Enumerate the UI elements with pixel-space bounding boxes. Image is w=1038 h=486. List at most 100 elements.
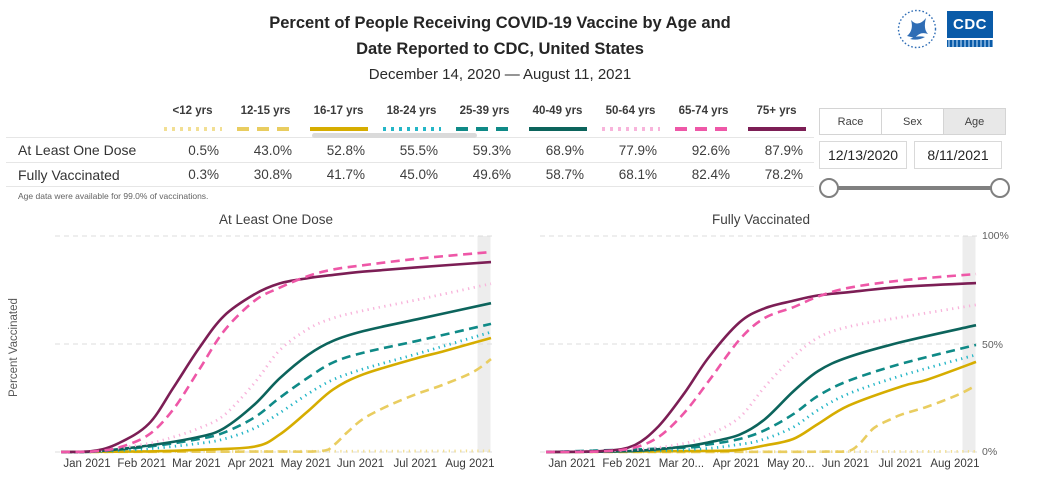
demographic-tabs: Race Sex Age xyxy=(819,108,1006,135)
tab-age[interactable]: Age xyxy=(943,108,1006,135)
age-col-header: 50-64 yrs xyxy=(594,105,667,131)
date-range-slider[interactable] xyxy=(819,175,1011,201)
age-col-label: <12 yrs xyxy=(172,105,213,117)
series-line-18-24-yrs[interactable] xyxy=(60,330,492,454)
age-data-footnote: Age data were available for 99.0% of vac… xyxy=(18,191,209,201)
x-axis-fully-vaccinated: Jan 2021 Feb 2021 Mar 20... Apr 2021 May 20.… xyxy=(545,458,980,474)
y-axis-tick-label: 0% xyxy=(982,446,998,458)
pct-value-cell: 68.9% xyxy=(545,142,584,158)
pct-value-cell: 68.1% xyxy=(618,167,657,182)
pct-value-cell: 78.2% xyxy=(764,167,803,182)
age-col-label: 75+ yrs xyxy=(756,105,797,117)
tab-sex[interactable]: Sex xyxy=(881,108,944,135)
age-col-label: 16-17 yrs xyxy=(313,105,364,117)
age-col-label: 12-15 yrs xyxy=(240,105,291,117)
age-col-header: 16-17 yrs xyxy=(302,105,375,131)
pct-value-cell: 77.9% xyxy=(618,142,657,158)
x-axis-label: Apr 2021 xyxy=(227,458,275,470)
pct-value-cell: 43.0% xyxy=(253,142,292,158)
series-line-25-39-yrs[interactable] xyxy=(545,343,977,454)
pct-value-cell: 52.8% xyxy=(326,142,365,158)
age-col-header: 40-49 yrs xyxy=(521,105,594,131)
pct-value-cell: 0.3% xyxy=(188,167,219,182)
line-style-swatch-icon xyxy=(594,123,667,131)
series-line-12-15-yrs[interactable] xyxy=(545,384,977,454)
cdc-logo-block: CDC xyxy=(947,11,993,47)
pct-value-cell: 30.8% xyxy=(253,167,292,182)
legend-header-row: <12 yrs 12-15 yrs 16-17 yrs 18-24 yrs 25-39 … xyxy=(6,97,814,137)
page-title-line2: Date Reported to CDC, United States xyxy=(356,40,644,58)
slider-handle-end[interactable] xyxy=(990,178,1010,198)
series-line-65-74-yrs[interactable] xyxy=(545,272,977,454)
age-col-header: 25-39 yrs xyxy=(448,105,521,131)
start-date-input[interactable]: 12/13/2020 xyxy=(819,141,907,169)
line-chart-one-dose[interactable]: Jan 2021 Feb 2021 Mar 2021 Apr 2021 May 2021… xyxy=(55,235,495,476)
pct-value-cell: 59.3% xyxy=(472,142,511,158)
y-axis-title: Percent Vaccinated xyxy=(8,298,20,398)
y-axis-tick-label: 50% xyxy=(982,339,1004,351)
table-scrollbar-thumb[interactable] xyxy=(312,133,477,138)
slider-track[interactable] xyxy=(829,186,1001,190)
series-line-50-64-yrs[interactable] xyxy=(60,282,492,454)
series-line-16-17-yrs[interactable] xyxy=(60,336,492,454)
x-axis-label: Feb 2021 xyxy=(602,458,652,470)
page-title-line1: Percent of People Receiving COVID-19 Vac… xyxy=(269,14,731,32)
cdc-logo-tagline xyxy=(947,40,993,47)
pct-value-cell: 49.6% xyxy=(472,167,511,182)
line-style-swatch-icon xyxy=(448,123,521,131)
date-range-inputs: 12/13/2020 8/11/2021 xyxy=(819,141,1002,169)
x-axis-label: Mar 20... xyxy=(658,458,705,470)
age-col-header: 12-15 yrs xyxy=(229,105,302,131)
line-style-swatch-icon xyxy=(521,123,594,131)
series-line-75-yrs[interactable] xyxy=(545,281,977,454)
series-line-40-49-yrs[interactable] xyxy=(545,323,977,454)
x-axis-label: Jun 2021 xyxy=(821,458,870,470)
x-axis-label: Jan 2021 xyxy=(548,458,596,470)
age-col-label: 65-74 yrs xyxy=(678,105,729,117)
chart-title-fully-vaccinated: Fully Vaccinated xyxy=(711,212,811,227)
age-col-header: 75+ yrs xyxy=(740,105,813,131)
date-range-subtitle: December 14, 2020 — August 11, 2021 xyxy=(368,66,632,83)
x-axis-label: May 2021 xyxy=(280,458,332,470)
x-axis-label: Feb 2021 xyxy=(117,458,167,470)
pct-value-cell: 0.5% xyxy=(188,142,219,158)
x-axis-label: Mar 2021 xyxy=(172,458,221,470)
line-style-swatch-icon xyxy=(156,123,229,131)
pct-value-cell: 87.9% xyxy=(764,142,803,158)
age-col-label: 40-49 yrs xyxy=(532,105,583,117)
x-axis-label: Jan 2021 xyxy=(63,458,111,470)
series-line-25-39-yrs[interactable] xyxy=(60,322,492,454)
x-axis-label: Jul 2021 xyxy=(393,458,437,470)
x-axis-label: Jul 2021 xyxy=(878,458,922,470)
line-style-swatch-icon xyxy=(302,123,375,131)
pct-value-cell: 82.4% xyxy=(691,167,730,182)
x-axis-label: Aug 2021 xyxy=(445,458,495,470)
cdc-logo: CDC xyxy=(896,8,993,55)
age-col-label: 18-24 yrs xyxy=(386,105,437,117)
table-row: Fully Vaccinated 0.3% 30.8% 41.7% 45.0% 49.6%… xyxy=(6,162,814,187)
slider-handle-start[interactable] xyxy=(819,178,839,198)
series-line-16-17-yrs[interactable] xyxy=(545,360,977,454)
age-legend-table: <12 yrs 12-15 yrs 16-17 yrs 18-24 yrs 25-39 … xyxy=(6,97,814,187)
x-axis-label: Aug 2021 xyxy=(930,458,980,470)
age-col-header: <12 yrs xyxy=(156,105,229,131)
series-line-12-15-yrs[interactable] xyxy=(60,358,492,454)
series-line-65-74-yrs[interactable] xyxy=(60,250,492,454)
pct-value-cell: 58.7% xyxy=(545,167,584,182)
series-line-40-49-yrs[interactable] xyxy=(60,301,492,454)
page-title: Percent of People Receiving COVID-19 Vac… xyxy=(0,10,1000,62)
line-chart-fully-vaccinated[interactable]: Jan 2021 Feb 2021 Mar 20... Apr 2021 May 20.… xyxy=(540,235,980,476)
cdc-logo-text: CDC xyxy=(947,11,993,38)
tab-race[interactable]: Race xyxy=(819,108,882,135)
x-axis-one-dose: Jan 2021 Feb 2021 Mar 2021 Apr 2021 May 2021… xyxy=(60,458,495,474)
pct-value-cell: 55.5% xyxy=(399,142,438,158)
end-date-input[interactable]: 8/11/2021 xyxy=(914,141,1002,169)
line-style-swatch-icon xyxy=(740,123,813,131)
series-line-50-64-yrs[interactable] xyxy=(545,303,977,454)
chart-title-one-dose: At Least One Dose xyxy=(218,212,334,227)
line-style-swatch-icon xyxy=(667,123,740,131)
series-line-18-24-yrs[interactable] xyxy=(545,353,977,454)
series-line-75-yrs[interactable] xyxy=(60,260,492,454)
table-row: At Least One Dose 0.5% 43.0% 52.8% 55.5% 59.3… xyxy=(6,137,814,162)
